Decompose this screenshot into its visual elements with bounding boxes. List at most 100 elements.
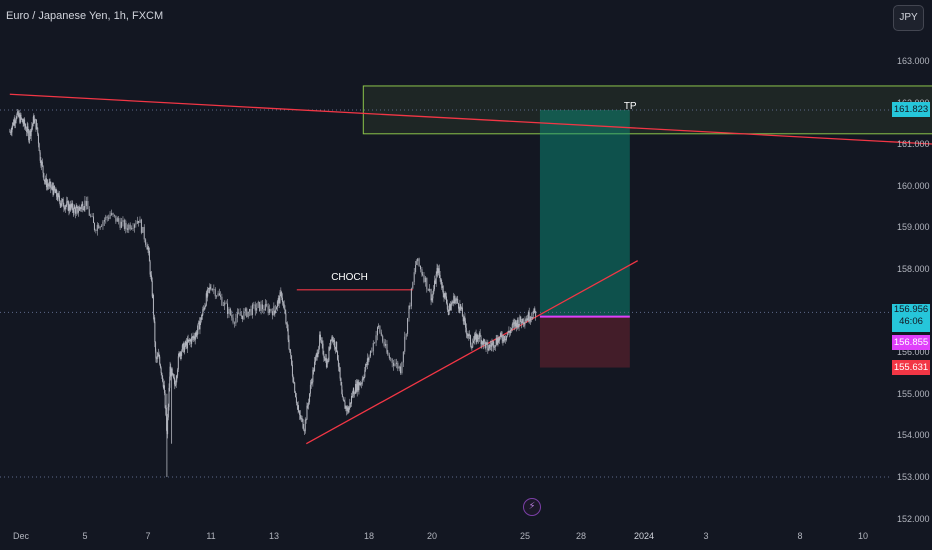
candle-body bbox=[346, 406, 348, 411]
candle-body bbox=[503, 335, 505, 342]
candle-body bbox=[329, 347, 331, 349]
candle-body bbox=[136, 220, 138, 224]
candle-body bbox=[44, 181, 46, 183]
candle-body bbox=[90, 215, 92, 217]
candle-body bbox=[315, 353, 317, 358]
candle-body bbox=[93, 216, 95, 224]
candle-body bbox=[60, 204, 62, 206]
candle-body bbox=[148, 247, 150, 252]
candle-body bbox=[493, 346, 495, 348]
candle-body bbox=[28, 138, 30, 140]
candle-body bbox=[400, 366, 401, 374]
candle-body bbox=[471, 347, 473, 349]
candle-body bbox=[10, 131, 12, 133]
candle-body bbox=[300, 418, 302, 419]
candle-body bbox=[65, 205, 67, 207]
candle-body bbox=[35, 119, 37, 130]
candle-body bbox=[495, 338, 497, 346]
candle-body bbox=[192, 336, 194, 338]
candle-body bbox=[189, 340, 191, 341]
candle-body bbox=[377, 325, 379, 328]
candle-body bbox=[283, 303, 285, 310]
candle-body bbox=[151, 280, 153, 297]
candle-body bbox=[507, 331, 509, 335]
candle-body bbox=[446, 303, 448, 310]
ascending-trendline bbox=[305, 260, 639, 445]
candle-body bbox=[366, 358, 368, 366]
candle-body bbox=[91, 216, 93, 217]
candle-body bbox=[302, 419, 304, 429]
choch-label: CHOCH bbox=[331, 271, 368, 283]
candle-body bbox=[452, 301, 454, 304]
candle-body bbox=[339, 367, 341, 379]
candle-body bbox=[273, 306, 275, 311]
candle-body bbox=[319, 334, 321, 340]
candle-body bbox=[310, 382, 312, 385]
price-tick: 153.000 bbox=[897, 472, 930, 482]
candle-body bbox=[210, 288, 212, 290]
candle-body bbox=[228, 308, 230, 314]
candle-body bbox=[233, 322, 235, 324]
time-tick: 28 bbox=[575, 531, 587, 541]
candle-body bbox=[30, 129, 32, 137]
candle-body bbox=[522, 318, 524, 324]
candle-body bbox=[45, 178, 47, 183]
candle-body bbox=[390, 358, 392, 360]
candle-body bbox=[205, 305, 207, 307]
candle-body bbox=[320, 339, 322, 341]
candle-body bbox=[299, 414, 301, 419]
candle-body bbox=[111, 213, 113, 215]
candle-body bbox=[319, 334, 321, 347]
candle-body bbox=[171, 368, 173, 374]
candle-body bbox=[181, 351, 183, 356]
candle-body bbox=[257, 301, 259, 303]
candle-body bbox=[173, 374, 175, 379]
candle-body bbox=[149, 261, 151, 275]
candle-body bbox=[53, 185, 55, 195]
price-tick: 161.000 bbox=[897, 139, 930, 150]
candle-body bbox=[156, 356, 158, 359]
candle-body bbox=[293, 382, 295, 383]
candle-body bbox=[401, 362, 403, 374]
candle-body bbox=[58, 193, 60, 196]
lightning-icon[interactable]: ⚡ bbox=[523, 498, 541, 516]
candle-body bbox=[77, 206, 79, 213]
candle-body bbox=[193, 336, 195, 339]
currency-button[interactable]: JPY bbox=[893, 5, 924, 31]
candle-body bbox=[472, 343, 474, 348]
candle-body bbox=[231, 314, 233, 318]
candle-body bbox=[297, 405, 299, 410]
candle-body bbox=[427, 288, 429, 291]
candle-body bbox=[145, 239, 147, 245]
candle-body bbox=[353, 389, 355, 394]
candle-body bbox=[191, 337, 193, 344]
candle-body bbox=[457, 298, 459, 304]
candle-body bbox=[504, 335, 506, 341]
candle-body bbox=[174, 384, 176, 386]
candle-body bbox=[533, 308, 535, 313]
time-tick: 8 bbox=[797, 531, 803, 541]
candle-body bbox=[44, 179, 46, 182]
candle-body bbox=[41, 161, 43, 166]
candle-body bbox=[322, 343, 324, 355]
candle-body bbox=[519, 316, 521, 324]
candle-body bbox=[299, 411, 301, 415]
candle-body bbox=[191, 336, 193, 338]
candle-body bbox=[461, 307, 463, 309]
candle-body bbox=[393, 362, 395, 366]
time-tick: 2024 bbox=[633, 531, 655, 541]
candle-body bbox=[221, 296, 223, 306]
candle-body bbox=[294, 382, 296, 393]
candle-body bbox=[11, 127, 13, 133]
candle-body bbox=[26, 126, 28, 132]
candle-body bbox=[434, 280, 436, 284]
candle-body bbox=[303, 430, 305, 432]
candle-body bbox=[24, 125, 26, 128]
candle-body bbox=[139, 219, 141, 223]
candle-body bbox=[29, 130, 31, 139]
candle-body bbox=[380, 332, 382, 336]
candle-body bbox=[450, 304, 452, 311]
candle-body bbox=[37, 134, 39, 144]
candle-body bbox=[421, 269, 423, 275]
